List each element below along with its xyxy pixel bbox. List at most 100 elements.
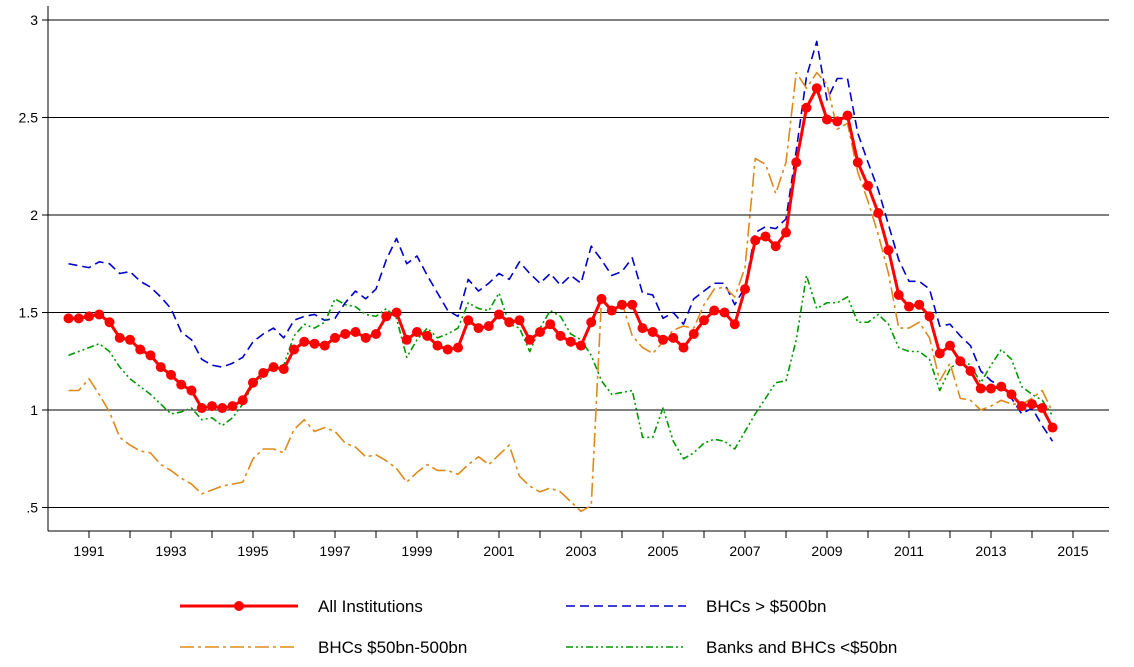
data-point [278,364,289,375]
data-point [401,334,412,345]
axes: .5 1 1.5 2 2.5 3 1991 1993 1995 1997 1999 2001 2003 2… [19,6,1109,559]
x-tick-label: 1993 [155,543,186,559]
y-tick-label: 1.5 [19,305,39,321]
data-point [166,369,176,380]
data-point [186,385,197,396]
data-point [155,362,166,373]
data-point [145,350,156,361]
data-point [832,116,843,127]
data-point [688,328,699,339]
data-point [360,332,371,343]
data-point [309,338,320,349]
data-point [586,317,597,328]
data-point [699,315,709,326]
data-point [350,327,361,337]
data-point [463,315,474,326]
data-point [524,334,535,345]
x-tick-label: 2003 [565,543,596,559]
data-point [73,313,84,324]
x-tick-label: 2015 [1057,543,1088,559]
data-point [934,348,945,359]
y-tick-label: 3 [30,12,38,28]
data-point [268,362,279,373]
x-tick-label: 1999 [401,543,432,559]
data-point [873,208,884,219]
data-point [1037,403,1048,414]
data-point [678,342,689,353]
data-point [217,403,228,414]
data-point [893,289,904,300]
y-tick-label: 2 [30,207,38,223]
data-point [412,327,422,337]
series-line-3 [68,274,1054,460]
y-tick-label: 1 [30,402,38,418]
data-point [340,328,351,339]
data-point [996,381,1007,392]
data-point [965,366,976,376]
data-point [483,321,494,332]
data-point [883,245,894,256]
data-point [237,395,248,406]
data-point [545,319,556,330]
data-point [863,180,873,191]
data-point [299,336,310,347]
legend-label: All Institutions [318,597,423,616]
data-point [842,110,853,121]
x-tick-label: 2009 [811,543,842,559]
x-tick-label: 1991 [73,543,104,559]
legend-label: BHCs > $500bn [706,597,827,616]
x-tick-label: 2011 [894,543,924,559]
data-point [555,330,566,341]
data-point [1047,422,1058,433]
data-point [565,336,576,347]
series-line-1 [68,40,1054,442]
data-point [248,377,258,388]
data-point [63,313,74,324]
data-point [740,284,750,295]
data-point [914,299,925,310]
data-point [289,344,299,355]
data-point [1006,389,1017,400]
data-point [606,305,617,316]
data-point [371,328,381,339]
data-point [473,323,484,334]
data-point [617,299,627,310]
data-point [535,327,545,337]
data-point [319,340,330,351]
legend-label: BHCs $50bn-500bn [318,638,467,657]
x-tick-label: 1995 [237,543,268,559]
data-point [196,403,207,414]
x-tick-label: 2013 [975,543,1006,559]
x-tick-label: 2001 [483,543,514,559]
legend-marker [234,601,244,611]
data-point [1016,401,1027,412]
data-point [125,334,135,345]
data-point [709,305,720,316]
data-point [658,334,668,345]
data-point [1027,399,1037,410]
y-tick-label: 2.5 [19,110,39,126]
data-point [975,383,986,394]
data-point [94,309,105,320]
data-point [924,311,935,322]
data-point [258,367,269,378]
data-point [729,319,740,330]
data-point [596,293,607,304]
x-tick-label: 2007 [729,543,760,559]
data-point [760,231,771,242]
data-point [453,342,463,353]
data-point [852,157,863,168]
data-point [791,157,802,168]
data-point [637,323,648,334]
data-point [514,315,525,326]
data-point [719,307,730,318]
series-lines [63,40,1058,513]
data-point [104,317,115,328]
series-line-2 [68,71,1054,513]
data-point [84,311,94,322]
data-point [750,235,761,246]
data-point [647,327,658,337]
data-point [135,344,146,355]
